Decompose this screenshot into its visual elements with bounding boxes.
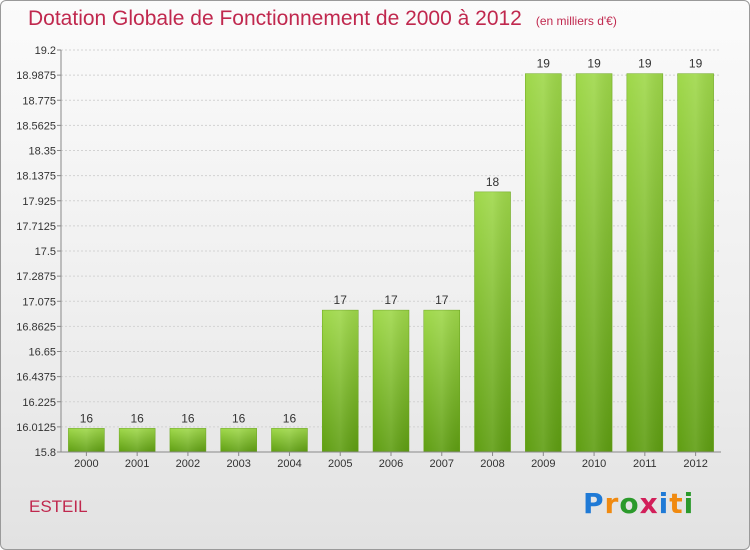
x-tick-label: 2011: [633, 458, 657, 470]
bar-value-label: 19: [537, 57, 551, 71]
y-tick-label: 18.5625: [16, 120, 56, 132]
bar-shine: [474, 191, 511, 452]
bars: 16 16 16 16 16 17 17 17 18 19 19 19 19: [68, 57, 714, 453]
bar-value-label: 16: [80, 411, 94, 425]
y-tick-label: 16.8625: [16, 321, 56, 333]
logo-letter: i: [658, 487, 670, 520]
logo-letter: P: [583, 487, 605, 520]
bar-shine: [677, 73, 714, 452]
bar-shine: [271, 428, 308, 452]
x-tick-label: 2008: [480, 458, 504, 470]
axes: [60, 50, 721, 453]
bar-value-label: 19: [587, 57, 601, 71]
bar-shine: [68, 428, 105, 452]
bar-value-label: 19: [638, 57, 652, 71]
y-tick-label: 16.65: [28, 347, 56, 359]
y-tick-label: 17.2875: [16, 271, 56, 283]
bar-shine: [322, 310, 359, 452]
x-tick-label: 2007: [430, 458, 454, 470]
x-tick-label: 2003: [226, 458, 250, 470]
y-tick-label: 18.35: [28, 146, 56, 158]
y-tick-label: 15.8: [35, 447, 56, 459]
x-tick-label: 2000: [74, 458, 98, 470]
y-tick-label: 16.225: [22, 397, 56, 409]
bar-value-label: 16: [130, 411, 144, 425]
x-tick-label: 2005: [328, 458, 352, 470]
commune-name: ESTEIL: [29, 497, 88, 516]
y-tick-label: 16.0125: [16, 422, 56, 434]
x-tick-label: 2010: [582, 458, 606, 470]
x-tick-label: 2004: [277, 458, 301, 470]
bar-shine: [169, 428, 206, 452]
x-axis-ticks: 2000 2001 2002 2003 2004 2005 2006 2007 2008 2009…: [74, 452, 708, 470]
x-tick-label: 2002: [176, 458, 200, 470]
bar-value-label: 19: [689, 57, 703, 71]
x-tick-label: 2001: [125, 458, 149, 470]
chart-title: Dotation Globale de Fonctionnement de 20…: [28, 7, 522, 30]
bar-value-label: 17: [384, 293, 398, 307]
bar-value-label: 18: [486, 175, 500, 189]
y-axis-ticks: 15.8 16.0125 16.225 16.4375 16.65 16.8625 17.0…: [16, 45, 61, 459]
logo-letter: x: [639, 487, 659, 520]
y-tick-label: 17.5: [35, 246, 56, 258]
bar-shine: [576, 73, 613, 452]
bar-shine: [119, 428, 156, 452]
bar-value-label: 17: [334, 293, 348, 307]
chart-title-block: Dotation Globale de Fonctionnement de 20…: [28, 7, 617, 31]
logo-letter: t: [669, 487, 684, 520]
bar-value-label: 16: [181, 411, 195, 425]
grid-lines: [61, 49, 721, 453]
y-tick-label: 16.4375: [16, 372, 56, 384]
bar-shine: [220, 428, 257, 452]
bar-value-label: 17: [435, 293, 449, 307]
y-tick-label: 17.7125: [16, 221, 56, 233]
logo-letter: r: [604, 487, 620, 520]
y-tick-label: 17.925: [22, 196, 56, 208]
bar-value-label: 16: [283, 411, 297, 425]
y-tick-label: 18.1375: [16, 171, 56, 183]
bar-shine: [423, 310, 460, 452]
bar-shine: [525, 73, 562, 452]
proxiti-logo: Proxiti: [583, 487, 694, 520]
y-tick-label: 17.075: [22, 296, 56, 308]
y-tick-label: 18.775: [22, 95, 56, 107]
x-tick-label: 2009: [531, 458, 555, 470]
logo-letter: i: [683, 487, 695, 520]
y-tick-label: 19.2: [35, 45, 56, 57]
bar-value-label: 16: [232, 411, 246, 425]
bar-shine: [626, 73, 663, 452]
x-tick-label: 2006: [379, 458, 403, 470]
bar-shine: [373, 310, 409, 452]
x-tick-label: 2012: [683, 458, 707, 470]
y-tick-label: 18.9875: [16, 70, 56, 82]
chart-unit: (en milliers d'€): [535, 14, 617, 28]
logo-letter: o: [619, 487, 640, 520]
